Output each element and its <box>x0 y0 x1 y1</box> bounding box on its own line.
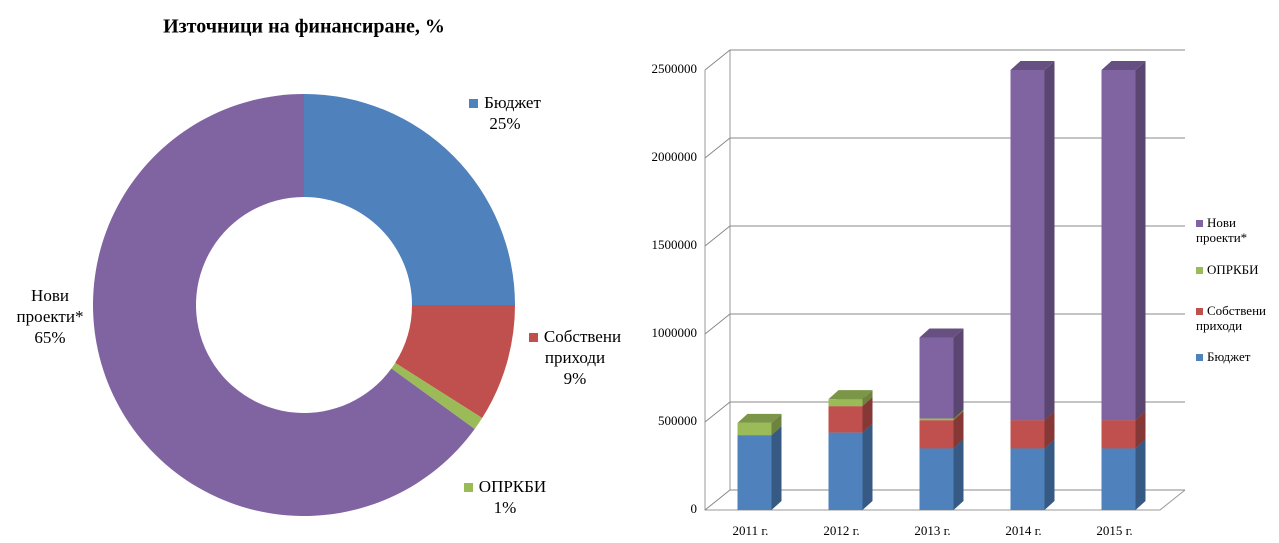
donut-slice <box>304 94 515 305</box>
bar <box>1101 448 1136 510</box>
legend-marker <box>528 333 538 342</box>
bar <box>828 406 863 433</box>
legend-label: Нови проекти* <box>1196 215 1248 245</box>
slice-label: ОПРКБИ 1% <box>440 476 570 518</box>
legend-item: Собствени приходи <box>1196 303 1276 333</box>
slice-label: Бюджет 25% <box>445 92 565 134</box>
bar <box>1010 70 1045 421</box>
x-tick-label: 2013 г. <box>914 523 950 538</box>
bar-side <box>862 390 873 407</box>
donut-slice <box>391 362 483 430</box>
bar-top <box>919 328 964 338</box>
bar <box>1010 448 1045 510</box>
y-tick-label: 2500000 <box>652 61 698 76</box>
y-tick-label: 500000 <box>658 413 697 428</box>
slice-label-name-row: Бюджет <box>445 92 565 113</box>
grid-line <box>704 49 1185 71</box>
slice-label-name-row: Нови проекти* <box>0 285 100 327</box>
bar <box>1010 420 1045 449</box>
bar-top <box>1010 61 1055 70</box>
bar-side <box>953 409 964 421</box>
bar-side <box>953 439 964 510</box>
legend-marker <box>463 483 473 492</box>
x-tick-label: 2012 г. <box>823 523 859 538</box>
bar-side <box>1044 61 1055 421</box>
chart-title: Източници на финансиране, % <box>163 16 445 38</box>
bar-side <box>862 397 873 433</box>
donut-slice <box>395 305 515 419</box>
legend-marker <box>1196 220 1203 227</box>
legend-marker <box>1196 308 1203 315</box>
x-tick-label: 2011 г. <box>733 523 769 538</box>
y-tick-label: 1500000 <box>652 237 698 252</box>
legend-item: Бюджет <box>1196 349 1276 364</box>
bar <box>919 418 954 421</box>
bar <box>919 420 954 449</box>
bar-side <box>771 426 782 510</box>
slice-label-name-row: Собствени приходи <box>505 326 645 368</box>
bar <box>828 399 863 407</box>
bar-top <box>1101 61 1146 70</box>
bar <box>828 432 863 510</box>
bar-top <box>828 390 873 400</box>
slice-name: Собствени приходи <box>543 327 622 367</box>
slice-value: 1% <box>493 498 517 517</box>
bar-side <box>1044 439 1055 510</box>
legend-marker <box>1196 267 1203 274</box>
legend-item: ОПРКБИ <box>1196 262 1276 277</box>
bar <box>1101 420 1136 449</box>
slice-name: Бюджет <box>484 93 541 112</box>
slice-label-name-row: ОПРКБИ <box>440 476 570 497</box>
legend-marker <box>1196 354 1203 361</box>
slice-label: Собствени приходи 9% <box>505 326 645 389</box>
legend-label: ОПРКБИ <box>1207 262 1259 277</box>
bar <box>737 435 772 510</box>
legend-label: Собствени приходи <box>1196 303 1266 333</box>
bar-side <box>1135 61 1146 421</box>
legend-label: Бюджет <box>1207 349 1251 364</box>
bar-side <box>1044 411 1055 449</box>
slice-value: 65% <box>34 328 66 347</box>
bar <box>919 448 954 510</box>
bar-side <box>1135 439 1146 510</box>
slice-value: 9% <box>563 369 587 388</box>
bar-top <box>737 413 782 423</box>
bar-side <box>1135 411 1146 449</box>
y-tick-label: 1000000 <box>652 325 698 340</box>
donut-slice <box>93 94 475 516</box>
bar-side <box>953 411 964 449</box>
legend-marker <box>469 99 479 108</box>
bar-side <box>862 423 873 510</box>
x-tick-label: 2014 г. <box>1005 523 1041 538</box>
bar-side <box>953 328 964 419</box>
slice-name: ОПРКБИ <box>478 477 547 496</box>
x-tick-label: 2015 г. <box>1096 523 1132 538</box>
legend-item: Нови проекти* <box>1196 215 1276 245</box>
bar <box>919 337 954 419</box>
bar <box>737 422 772 436</box>
bar-side <box>771 413 782 436</box>
bar <box>1101 70 1136 421</box>
y-tick-label: 0 <box>691 501 698 516</box>
slice-value: 25% <box>489 114 521 133</box>
y-tick-label: 2000000 <box>652 149 698 164</box>
slice-name: Нови проекти* <box>16 286 84 326</box>
slice-label: Нови проекти* 65% <box>0 285 100 348</box>
